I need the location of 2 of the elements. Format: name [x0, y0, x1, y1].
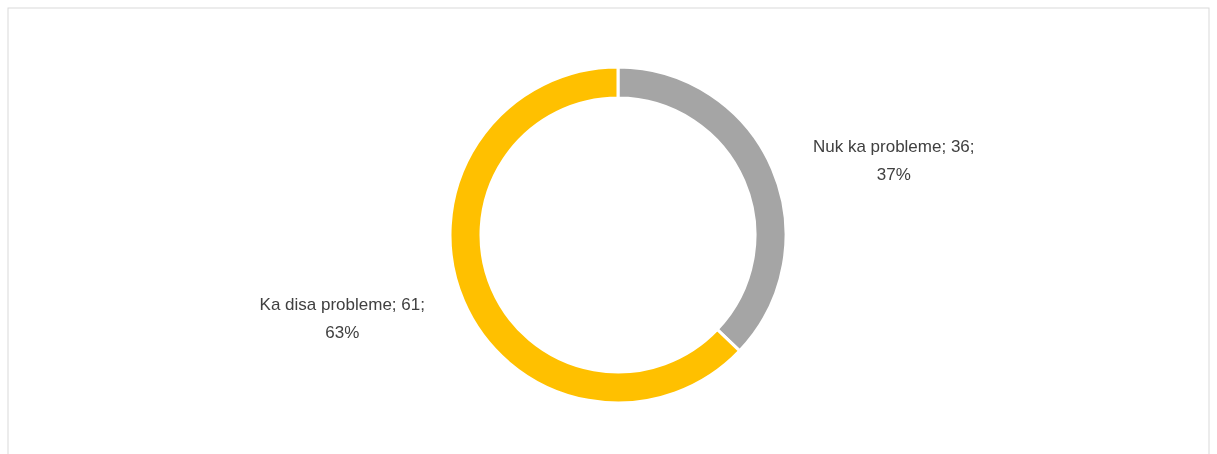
- slice-label: Nuk ka probleme; 36; 37%: [812, 137, 975, 185]
- slice-label: Ka disa probleme; 61; 63%: [259, 294, 425, 342]
